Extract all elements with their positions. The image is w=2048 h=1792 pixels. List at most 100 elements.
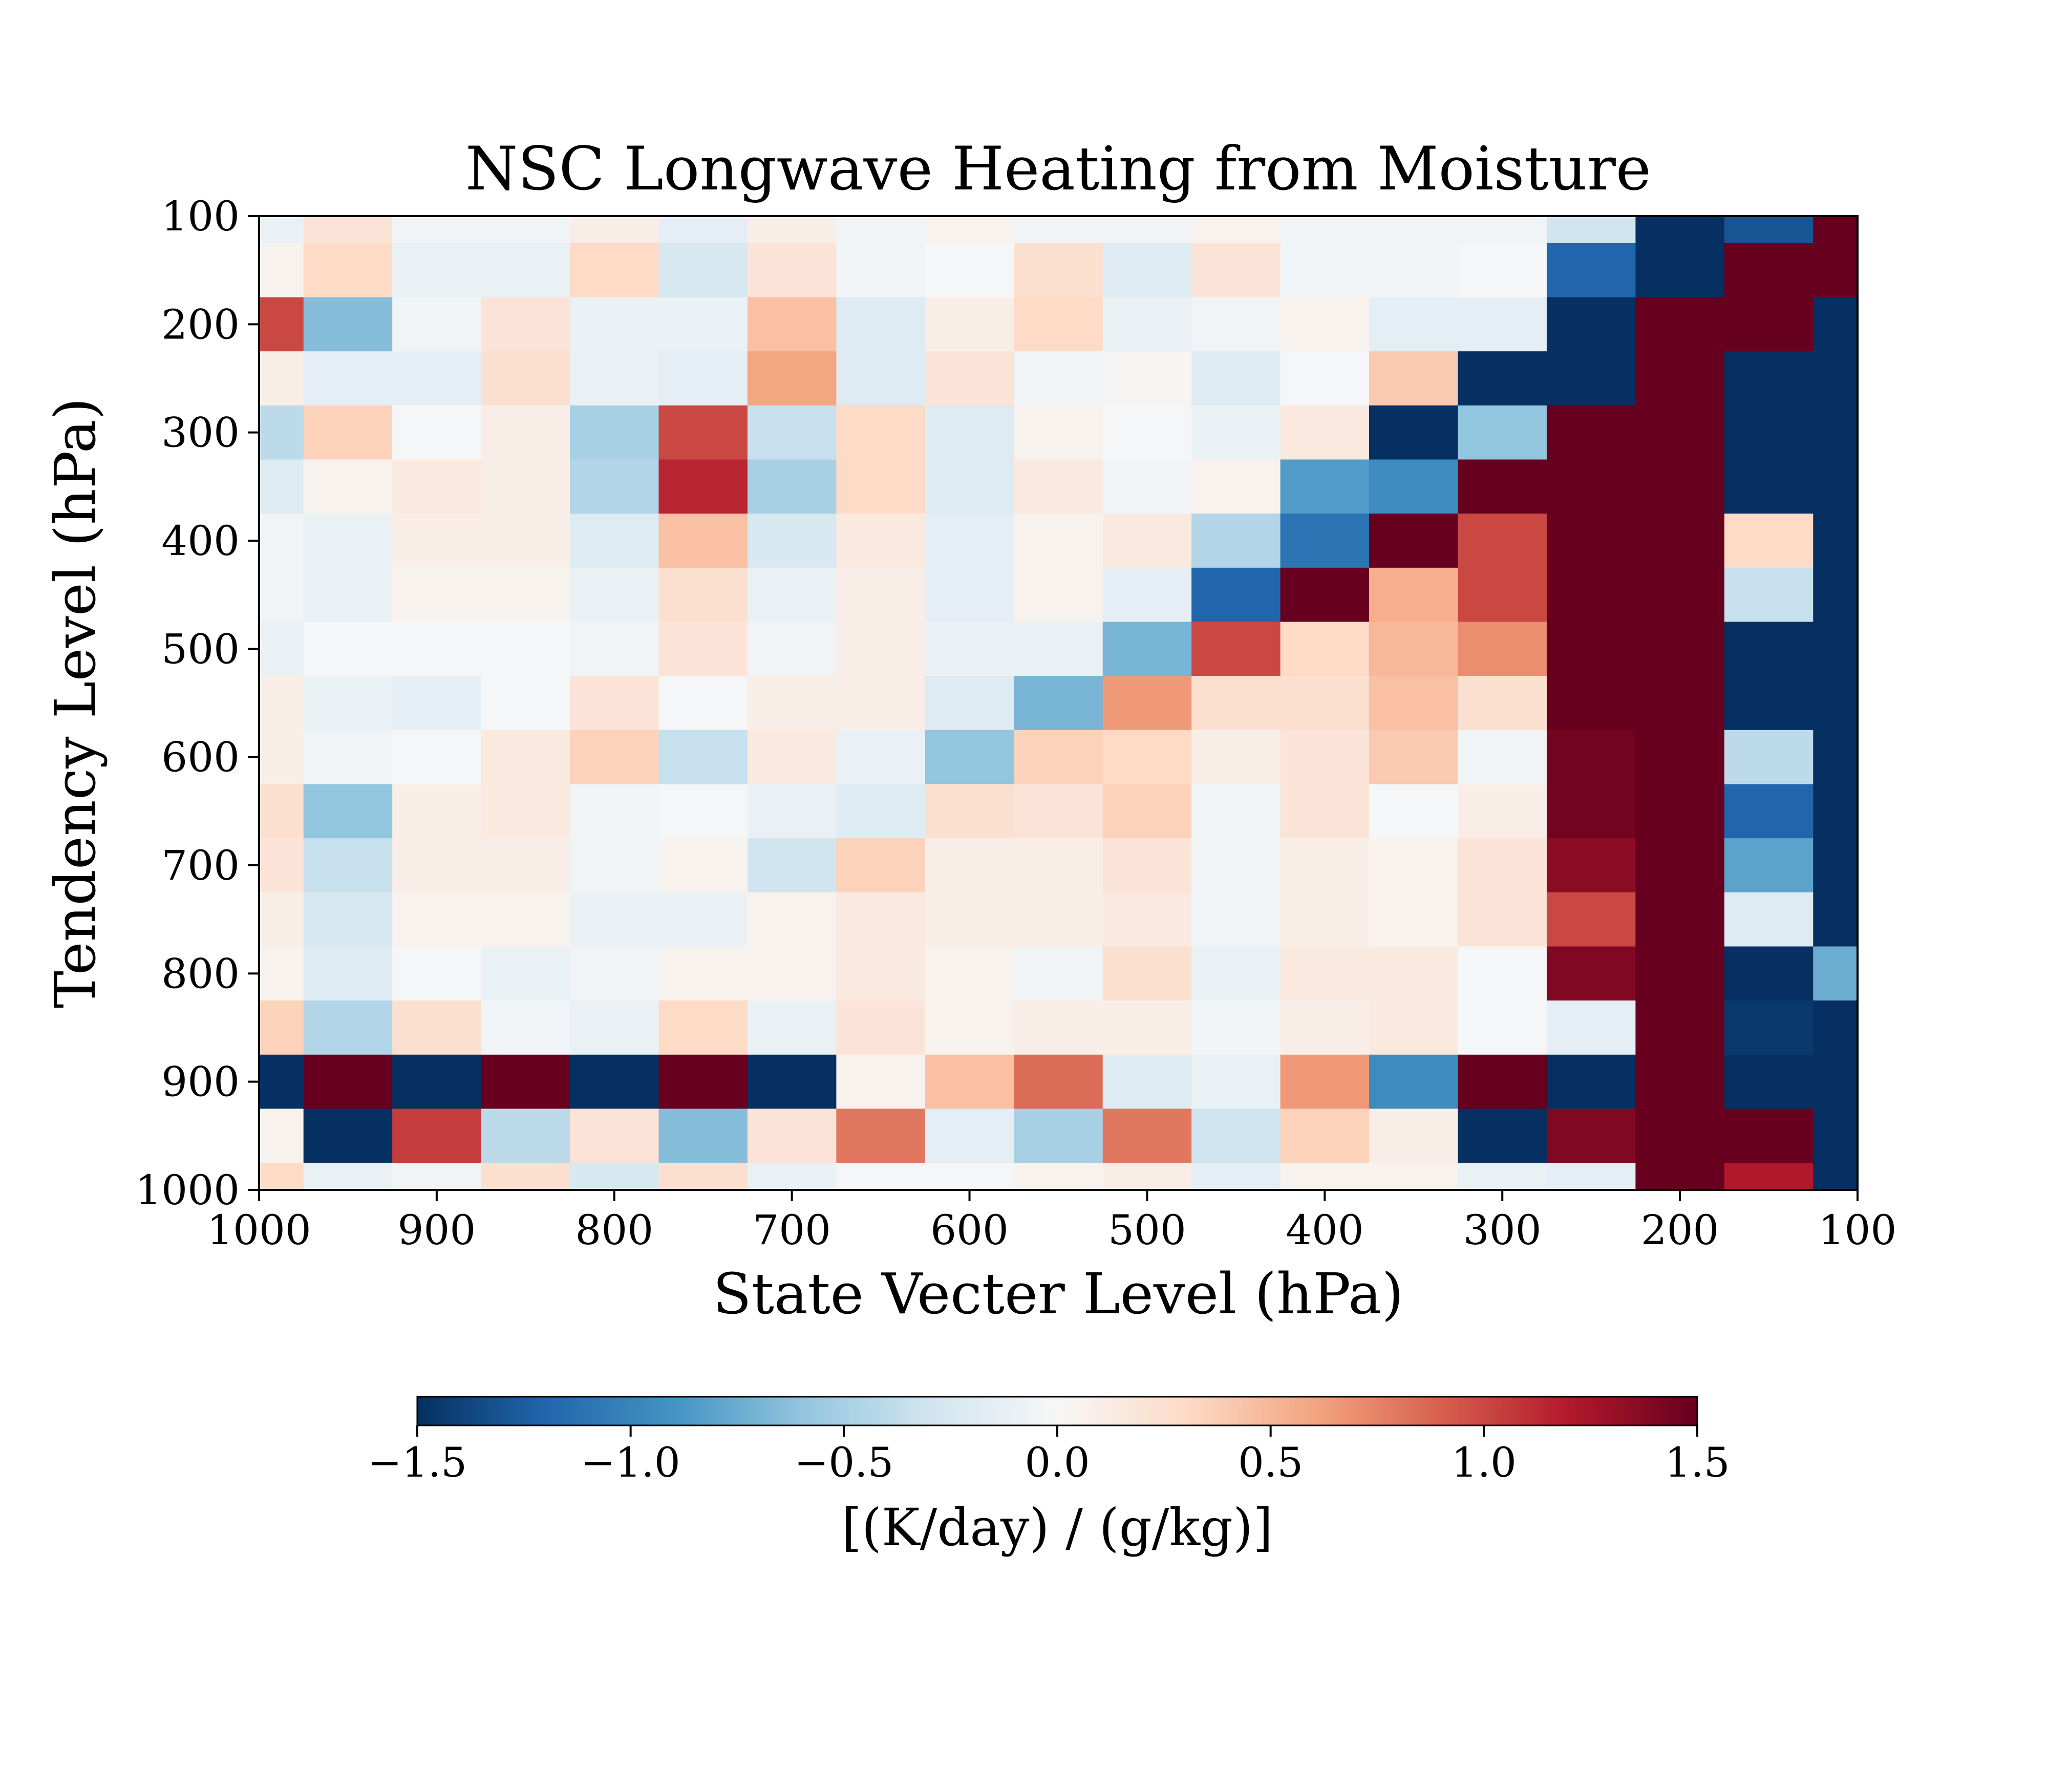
x-tick-label: 700 xyxy=(753,1206,831,1254)
heatmap-cell xyxy=(1546,1000,1636,1055)
heatmap-cell xyxy=(1369,351,1459,406)
heatmap-cell xyxy=(1280,892,1370,947)
heatmap-cell xyxy=(392,567,482,623)
heatmap-cell xyxy=(925,405,1014,460)
heatmap-cell xyxy=(1724,243,1814,298)
heatmap-cell xyxy=(570,676,659,731)
heatmap-cell xyxy=(570,892,659,947)
heatmap-cell xyxy=(1724,297,1814,352)
heatmap-cell xyxy=(658,216,748,244)
heatmap-cell xyxy=(392,622,482,676)
heatmap-cell xyxy=(836,676,926,731)
heatmap-cell xyxy=(392,514,482,568)
y-axis-label: Tendency Level (hPa) xyxy=(42,398,108,1009)
heatmap-cell xyxy=(1014,1000,1103,1055)
heatmap-cell xyxy=(1635,1163,1725,1190)
heatmap-cell xyxy=(303,243,393,298)
heatmap-cell xyxy=(1191,1163,1281,1190)
heatmap-cell xyxy=(1813,1108,1858,1163)
heatmap-cell xyxy=(836,514,926,568)
heatmap-cell xyxy=(1635,351,1725,406)
heatmap-cell xyxy=(1369,459,1459,514)
heatmap-cell xyxy=(259,1108,304,1163)
heatmap-cell xyxy=(1724,216,1814,244)
heatmap-cell xyxy=(658,676,748,731)
heatmap-cell xyxy=(392,892,482,947)
heatmap-cell xyxy=(1635,297,1725,352)
heatmap-cell xyxy=(836,622,926,676)
heatmap-cell xyxy=(836,243,926,298)
heatmap-cell xyxy=(1369,622,1459,676)
colorbar-tick-label: 1.5 xyxy=(1665,1439,1730,1486)
heatmap-cell xyxy=(1813,459,1858,514)
y-tick-label: 300 xyxy=(161,409,240,457)
heatmap-cell xyxy=(1546,567,1636,623)
heatmap-cell xyxy=(1635,567,1725,623)
heatmap-cell xyxy=(1191,730,1281,785)
x-tick-label: 300 xyxy=(1463,1206,1542,1254)
heatmap-cell xyxy=(1014,351,1103,406)
heatmap-cell xyxy=(1280,514,1370,568)
heatmap-cell xyxy=(1724,676,1814,731)
heatmap-cell xyxy=(1458,1000,1547,1055)
heatmap-cell xyxy=(1369,567,1459,623)
heatmap-cell xyxy=(1280,676,1370,731)
colorbar-tick-label: −0.5 xyxy=(794,1439,893,1486)
heatmap-cell xyxy=(1280,730,1370,785)
heatmap-cell xyxy=(1280,405,1370,460)
heatmap-cell xyxy=(259,351,304,406)
colorbar-tick-label: 0.0 xyxy=(1025,1439,1090,1486)
heatmap-cell xyxy=(658,946,748,1001)
heatmap-cell xyxy=(1280,216,1370,244)
heatmap-cell xyxy=(1369,730,1459,785)
heatmap-cell xyxy=(570,297,659,352)
heatmap-cell xyxy=(1014,1054,1103,1110)
heatmap-cell xyxy=(747,838,837,893)
heatmap-cell xyxy=(392,1054,482,1110)
x-axis-ticks: 1000 900 800 700 600 500 400 300 200 100 xyxy=(207,1190,1896,1254)
heatmap-cell xyxy=(303,622,393,676)
heatmap-cell xyxy=(747,730,837,785)
heatmap-cell xyxy=(303,405,393,460)
heatmap-cell xyxy=(481,567,570,623)
heatmap-cell xyxy=(303,1163,393,1190)
y-tick-label: 200 xyxy=(161,301,240,348)
heatmap-cell xyxy=(392,297,482,352)
heatmap-cell xyxy=(925,1000,1014,1055)
heatmap-cell xyxy=(570,216,659,244)
heatmap-cell xyxy=(747,216,837,244)
heatmap-cell xyxy=(259,838,304,893)
heatmap-cell xyxy=(1014,243,1103,298)
heatmap-cell xyxy=(658,1000,748,1055)
heatmap-cell xyxy=(1458,730,1547,785)
heatmap-cell xyxy=(481,946,570,1001)
heatmap-cell xyxy=(1369,1054,1459,1110)
heatmap-cell xyxy=(1813,892,1858,947)
heatmap-cell xyxy=(1458,676,1547,731)
heatmap-cell xyxy=(1635,838,1725,893)
heatmap-cell xyxy=(259,514,304,568)
heatmap-cell xyxy=(1813,1163,1858,1190)
heatmap-cell xyxy=(836,1000,926,1055)
heatmap-cell xyxy=(481,243,570,298)
heatmap-cell xyxy=(658,784,748,839)
heatmap-cell xyxy=(658,243,748,298)
heatmap-cell xyxy=(1191,216,1281,244)
heatmap-cell xyxy=(1191,297,1281,352)
heatmap-cell xyxy=(1102,216,1192,244)
heatmap-cell xyxy=(303,676,393,731)
heatmap-cell xyxy=(836,838,926,893)
heatmap-cell xyxy=(925,216,1014,244)
heatmap-cell xyxy=(570,946,659,1001)
heatmap-cell xyxy=(1724,892,1814,947)
heatmap-cell xyxy=(747,1163,837,1190)
heatmap-cell xyxy=(1102,243,1192,298)
plot-frame xyxy=(258,215,1859,1191)
heatmap-cell xyxy=(1813,838,1858,893)
heatmap-cell xyxy=(259,946,304,1001)
heatmap-cell xyxy=(392,1000,482,1055)
heatmap-cell xyxy=(1813,946,1858,1001)
heatmap-cell xyxy=(925,514,1014,568)
heatmap-cell xyxy=(392,243,482,298)
